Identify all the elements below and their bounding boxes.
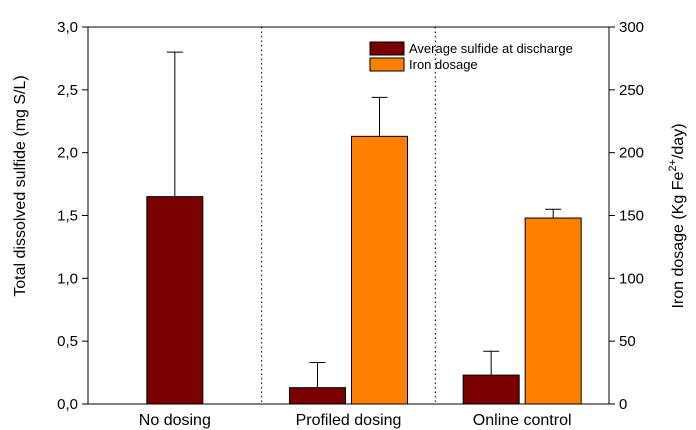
y-tick-label-right: 0 — [619, 396, 627, 413]
y-axis-title-right: Iron dosage (Kg Fe2+/day) — [667, 123, 687, 308]
y-tick-label-right: 200 — [619, 145, 644, 162]
y-tick-label-left: 3,0 — [57, 19, 78, 36]
bar-iron — [524, 217, 582, 405]
left-axis: 0,0 0,5 1,0 1,5 2,0 2,5 3,0 — [57, 19, 88, 413]
x-axis: No dosing Profiled dosing Online control — [139, 412, 572, 429]
x-category-label: Profiled dosing — [296, 412, 402, 429]
y-tick-label-right: 250 — [619, 82, 644, 99]
bar-iron — [351, 135, 408, 405]
category-separators — [261, 27, 436, 404]
right-axis: 0 50 100 150 200 250 300 — [609, 19, 644, 413]
bar-sulfide — [146, 196, 204, 405]
y-tick-label-left: 1,5 — [57, 208, 78, 225]
legend: Average sulfide at discharge Iron dosage — [369, 41, 573, 72]
y-tick-label-left: 2,5 — [57, 82, 78, 99]
y-tick-label-left: 1,0 — [57, 270, 78, 287]
y-axis-title-right-suffix: /day) — [670, 123, 687, 159]
y-tick-label-left: 0,0 — [57, 396, 78, 413]
y-tick-label-right: 100 — [619, 270, 644, 287]
bar-sulfide — [462, 374, 520, 405]
x-category-label: No dosing — [139, 412, 211, 429]
y-tick-label-left: 0,5 — [57, 333, 78, 350]
legend-label-iron: Iron dosage — [409, 57, 478, 72]
y-tick-label-right: 50 — [619, 333, 636, 350]
legend-label-sulfide: Average sulfide at discharge — [409, 41, 573, 56]
bar-sulfide — [289, 387, 346, 405]
legend-swatch-iron — [369, 57, 405, 72]
y-axis-title-right-prefix: Iron dosage (Kg Fe — [670, 171, 687, 308]
x-category-label: Online control — [473, 412, 572, 429]
y-axis-title-left: Total dissolved sulfide (mg S/L) — [12, 75, 29, 296]
y-axis-title-right-sup: 2+ — [667, 159, 679, 172]
y-tick-label-left: 2,0 — [57, 145, 78, 162]
y-tick-label-right: 300 — [619, 19, 644, 36]
bars-group — [146, 51, 582, 405]
legend-swatch-sulfide — [369, 41, 405, 56]
y-tick-label-right: 150 — [619, 208, 644, 225]
